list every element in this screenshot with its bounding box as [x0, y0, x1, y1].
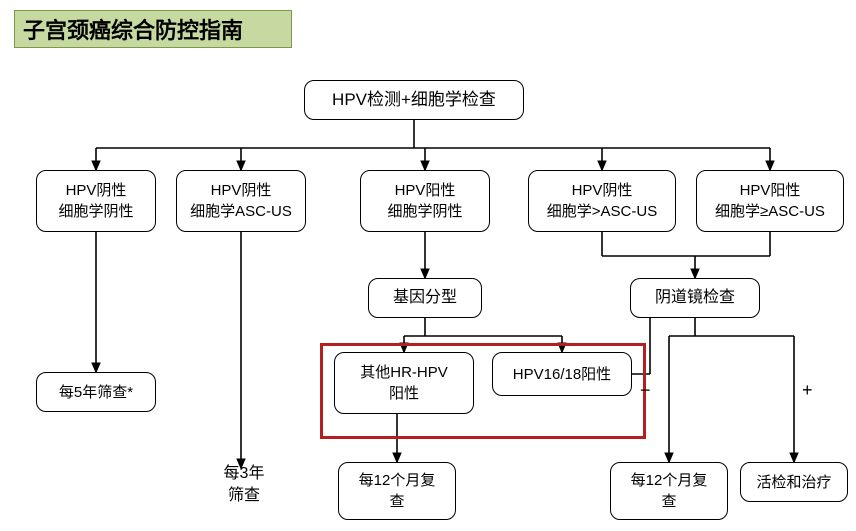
guide-title-text: 子宫颈癌综合防控指南 [23, 13, 243, 45]
node-r3: HPV阳性细胞学阴性 [360, 170, 490, 232]
node-five-line1: 每5年筛查* [59, 382, 133, 403]
node-biopsy-line1: 活检和治疗 [756, 472, 831, 493]
node-colpo-line1: 阴道镜检查 [655, 287, 735, 309]
node-r3-line1: HPV阳性 [395, 180, 456, 201]
node-r1-line2: 细胞学阴性 [58, 201, 133, 222]
node-rev12b-line1: 每12个月复 [631, 470, 708, 491]
minus-sign: − [640, 380, 651, 401]
node-biopsy: 活检和治疗 [740, 462, 848, 502]
node-r1: HPV阴性细胞学阴性 [36, 170, 156, 232]
node-rev12b: 每12个月复查 [610, 462, 728, 520]
node-hpv1618: HPV16/18阳性 [492, 352, 632, 396]
node-r4-line2: 细胞学>ASC-US [547, 201, 657, 222]
node-five: 每5年筛查* [36, 372, 156, 412]
node-r2-line1: HPV阴性 [211, 180, 272, 201]
node-otherhr: 其他HR-HPV阳性 [334, 352, 474, 414]
node-rev12a: 每12个月复查 [338, 462, 456, 520]
node-r4-line1: HPV阴性 [572, 180, 633, 201]
node-otherhr-line2: 阳性 [389, 383, 419, 404]
node-rev12a-line2: 查 [389, 491, 404, 512]
node-geno-line1: 基因分型 [393, 287, 457, 309]
node-r3-line2: 细胞学阴性 [387, 201, 462, 222]
node-rev12b-line2: 查 [661, 491, 676, 512]
plus-sign: + [802, 380, 813, 401]
node-r5-line2: 细胞学≥ASC-US [715, 201, 825, 222]
node-colpo: 阴道镜检查 [630, 278, 760, 318]
guide-title: 子宫颈癌综合防控指南 [14, 10, 292, 48]
node-r2-line2: 细胞学ASC-US [190, 201, 292, 222]
node-r4: HPV阴性细胞学>ASC-US [528, 170, 676, 232]
node-r1-line1: HPV阴性 [66, 180, 127, 201]
node-r5-line1: HPV阳性 [740, 180, 801, 201]
node-three-line2: 筛查 [228, 485, 260, 507]
node-otherhr-line1: 其他HR-HPV [360, 362, 448, 383]
node-root-line1: HPV检测+细胞学检查 [332, 88, 496, 112]
node-hpv1618-line1: HPV16/18阳性 [513, 364, 611, 385]
node-geno: 基因分型 [368, 278, 482, 318]
node-r5: HPV阳性细胞学≥ASC-US [696, 170, 844, 232]
node-rev12a-line1: 每12个月复 [359, 470, 436, 491]
node-three-line1: 每3年 [224, 463, 265, 485]
node-three: 每3年筛查 [202, 454, 286, 516]
node-r2: HPV阴性细胞学ASC-US [176, 170, 306, 232]
node-root: HPV检测+细胞学检查 [304, 80, 524, 120]
